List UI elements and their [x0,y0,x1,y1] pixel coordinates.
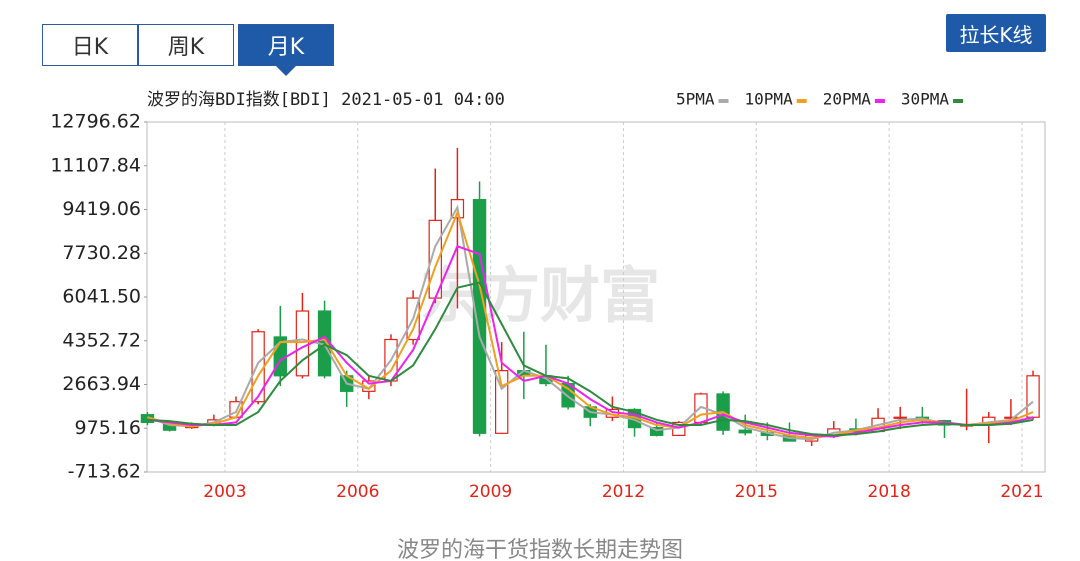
legend-label: 20PMA [823,90,872,109]
x-tick-label: 2003 [203,482,246,502]
y-tick-label: 4352.72 [62,329,141,351]
legend-swatch [953,99,964,103]
caption: 波罗的海干货指数长期走势图 [396,538,683,561]
y-tick-label: 12796.62 [50,111,141,133]
legend-label: 30PMA [901,90,950,109]
chart-title: 波罗的海BDI指数[BDI] 2021-05-01 04:00 [147,90,505,110]
candle-body [295,310,310,377]
x-tick-label: 2006 [336,482,379,502]
ma-line [147,245,1034,438]
candle-body [1026,375,1040,418]
y-tick-label: 2663.94 [62,373,141,395]
watermark: 东方财富 [420,262,660,332]
candle-body [649,427,664,436]
ma-line [147,209,1034,439]
legend-swatch [874,99,885,103]
x-tick-label: 2015 [735,482,778,502]
y-tick-label: -713.62 [68,461,141,483]
x-tick-label: 2012 [602,482,645,502]
legend-swatch [718,99,729,103]
legend-label: 10PMA [745,90,794,109]
y-tick-label: 7730.28 [62,242,141,264]
tab-pointer [276,66,296,76]
x-tick-label: 2009 [469,482,512,502]
legend-label: 5PMA [676,90,715,109]
candle-body [893,416,907,419]
ma-line [147,204,1034,441]
stretch-button[interactable]: 拉长K线 [946,14,1046,52]
candle-body [738,429,752,434]
ma-line [147,281,1034,437]
tab-day[interactable]: 日K [42,24,138,66]
tab-week[interactable]: 周K [138,24,234,66]
tab-month[interactable]: 月K [238,24,334,66]
y-tick-label: 9419.06 [62,198,141,220]
y-tick-label: 11107.84 [50,154,141,176]
y-tick-label: 975.16 [75,417,141,439]
x-tick-label: 2021 [1000,482,1043,502]
y-tick-label: 6041.50 [62,286,141,308]
legend-swatch [796,99,807,103]
chart: 东方财富 波罗的海BDI指数[BDI] 2021-05-01 04:00 127… [50,66,1046,502]
x-tick-label: 2018 [868,482,911,502]
